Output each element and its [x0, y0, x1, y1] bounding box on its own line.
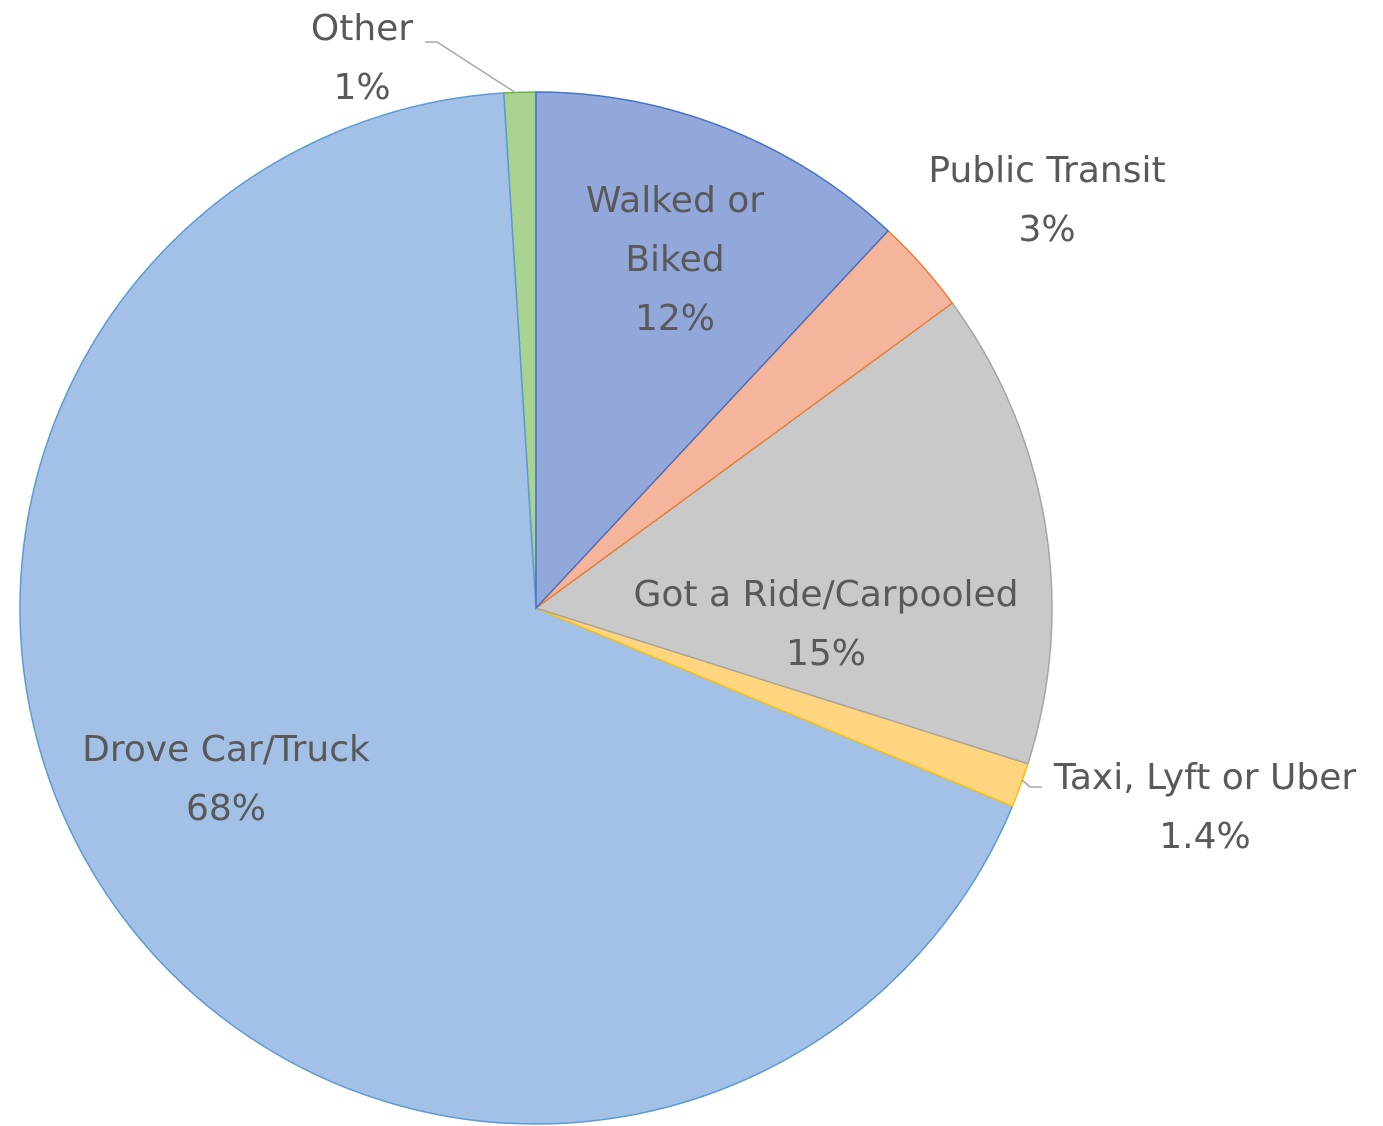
value-label: 15% [785, 633, 866, 674]
leader-line [425, 41, 517, 94]
slice-label: Public Transit 3% [897, 141, 1197, 259]
value-label: 1.4% [1159, 816, 1251, 857]
slice-label: Other 1% [262, 0, 462, 117]
slice-label: Taxi, Lyft or Uber 1.4% [1025, 748, 1383, 866]
leader-line [1021, 779, 1042, 788]
pie-slice [535, 91, 890, 610]
value-label: 3% [1018, 209, 1076, 250]
category-name: Public Transit [928, 150, 1166, 191]
category-name: Other [310, 8, 414, 49]
category-name: Taxi, Lyft or Uber [1053, 757, 1357, 798]
category-name: Got a Ride/Carpooled [633, 574, 1019, 615]
pie-slice [534, 302, 1053, 765]
category-name: Walked or Biked [585, 180, 765, 280]
value-label: 1% [333, 67, 391, 108]
value-label: 12% [634, 298, 715, 339]
slice-label: Walked or Biked 12% [565, 171, 785, 348]
category-name: Drove Car/Truck [82, 729, 370, 770]
slice-label: Got a Ride/Carpooled 15% [596, 565, 1056, 683]
value-label: 68% [185, 788, 266, 829]
pie-slice [19, 92, 1014, 1125]
slice-label: Drove Car/Truck 68% [46, 720, 406, 838]
